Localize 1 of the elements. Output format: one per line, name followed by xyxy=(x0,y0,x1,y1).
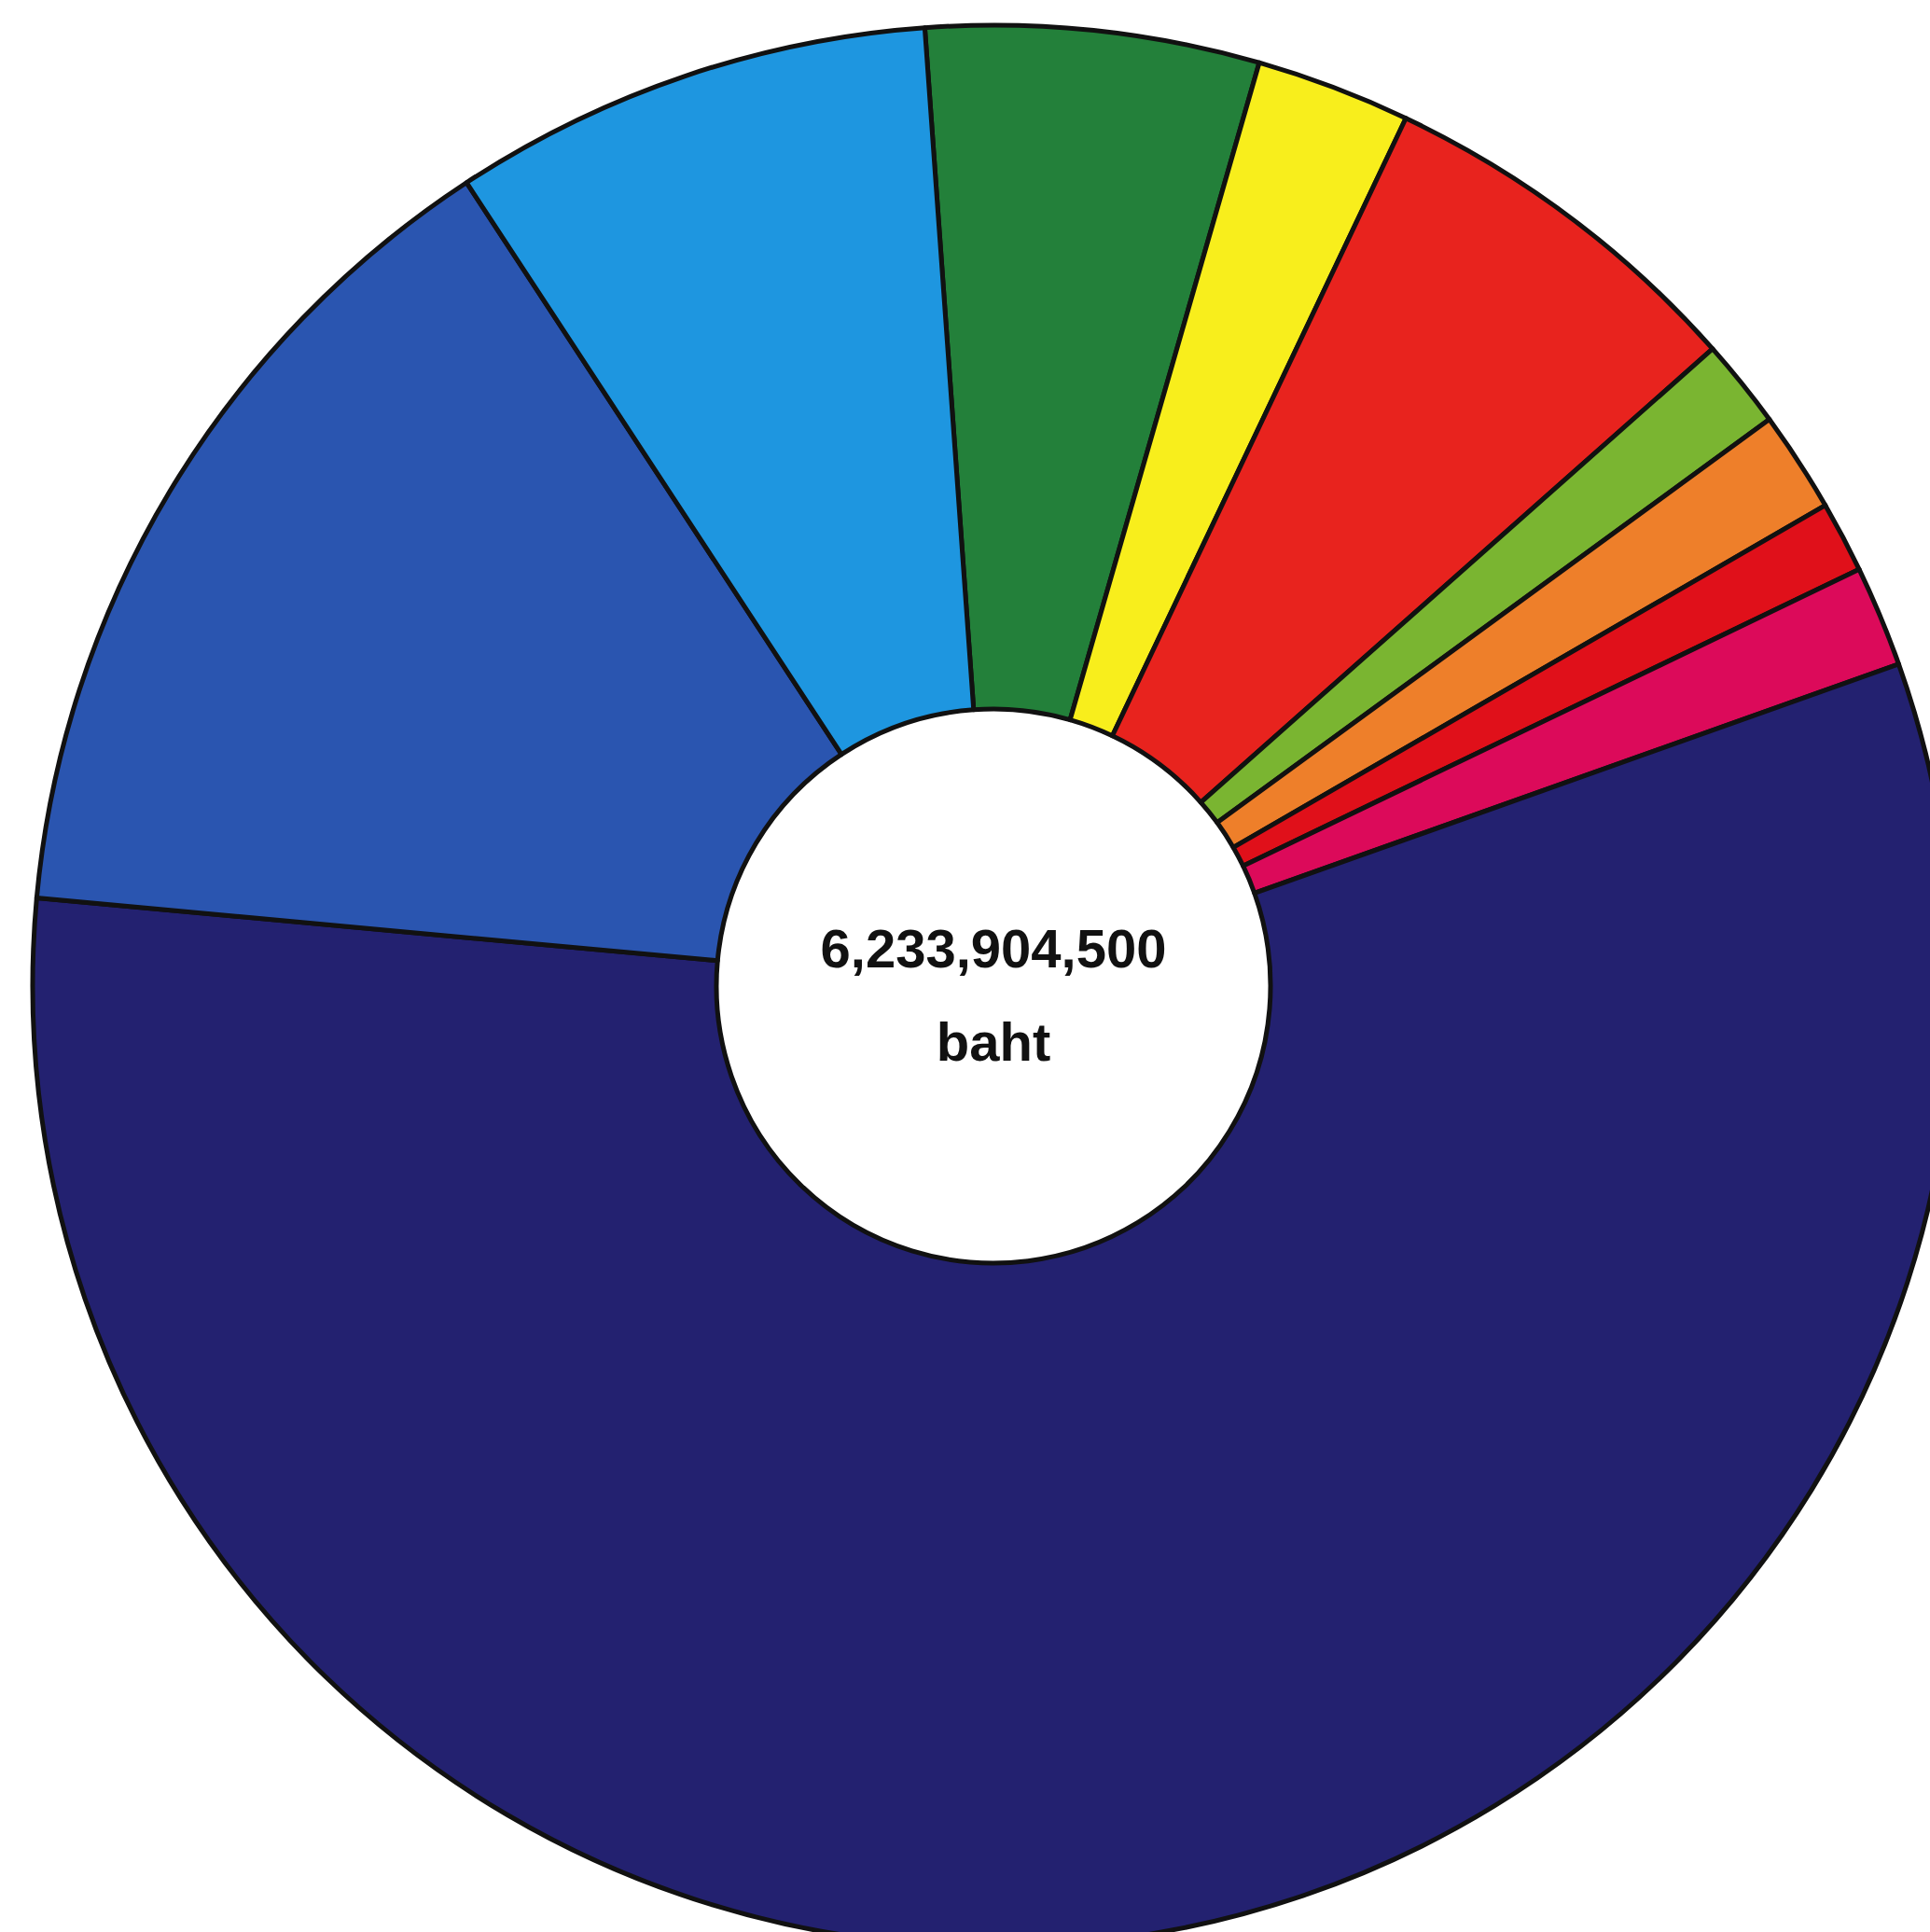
text: 6,233,904,500 baht xyxy=(820,918,1167,1072)
